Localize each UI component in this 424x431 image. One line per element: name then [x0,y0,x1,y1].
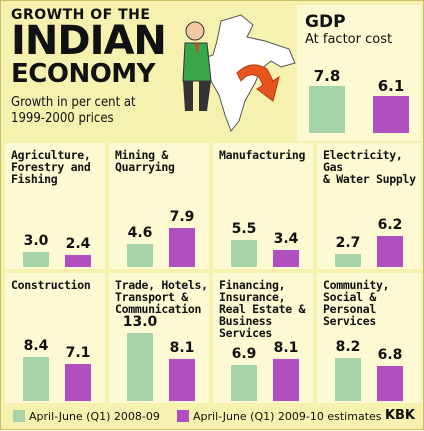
subtitle: Growth in per cent at 1999-2000 prices [11,95,136,126]
panel-sector-7: Financing, Insurance, Real Estate & Busines… [213,273,313,403]
panel-sector-8: Community, Social & Personal Services 8.2 6.… [317,273,421,403]
man-figure-icon [182,21,212,111]
panel-title-line: Manufacturing [219,148,306,162]
panel-title-line: Forestry and [11,160,91,174]
bar-2009-10 [273,358,299,401]
panel-title: Agriculture, Forestry and Fishing [11,148,91,186]
title-line-3: ECONOMY [11,59,156,89]
panel-title-line: Communication [115,302,202,316]
legend-swatch-series2 [177,410,189,422]
india-map-illustration [182,14,296,132]
credit: KBK [384,408,415,423]
bar-2008-09 [127,244,153,267]
bar-2008-09 [231,365,257,401]
panel-title-line: Electricity, Gas [323,148,403,174]
panel-title-line: Construction [11,278,91,292]
bar-2009-10 [65,255,91,267]
data-label: 6.1 [377,77,405,96]
panel-title-line: Services [323,314,376,328]
data-label: 2.7 [335,234,361,251]
panel-title-line: Business Services [219,314,272,340]
data-label: 8.1 [273,339,299,356]
panel-title-line: Fishing [11,172,58,186]
panel-gdp: GDP At factor cost 7.8 6.1 [297,5,421,141]
legend-label-series2: April-June (Q1) 2009-10 estimates [193,410,382,423]
trend-arrow-icon [236,64,280,102]
panel-title-line: Community, [323,278,390,292]
data-label: 6.8 [377,346,403,363]
panel-sector-3: Manufacturing 5.5 3.4 [213,143,313,269]
bar-2008-09 [335,358,361,401]
bar-2009-10 [169,227,195,267]
panel-title: Financing, Insurance, Real Estate & Busines… [219,279,313,339]
panel-sector-5: Construction 8.4 7.1 [5,273,105,403]
data-label: 8.4 [23,338,49,355]
data-label: 4.6 [127,225,153,241]
panel-title-line: & Water Supply [323,172,416,186]
bar-2008-09 [309,86,345,133]
data-label: 3.0 [23,233,49,249]
panel-sector-2: Mining & Quarrying 4.6 7.9 [109,143,209,269]
data-label: 13.0 [122,314,158,331]
bar-2008-09 [23,252,49,267]
data-label: 5.5 [231,220,257,237]
panel-title-line: Mining & [115,148,168,162]
data-label: 8.2 [335,339,361,356]
bar-2009-10 [377,365,403,401]
panel-title: Mining & Quarrying [115,149,175,173]
data-label: 7.8 [313,67,341,86]
panel-title-line: Insurance, [219,290,286,304]
panel-subtitle: At factor cost [305,32,393,47]
data-label: 8.1 [169,339,195,356]
data-label: 2.4 [65,236,91,252]
legend-label-series1: April-June (Q1) 2008-09 [29,410,160,423]
bar-2009-10 [373,96,409,133]
data-label: 7.1 [65,345,91,362]
panel-sector-1: Agriculture, Forestry and Fishing 3.0 2.4 [5,143,105,269]
panel-sector-4: Electricity, Gas & Water Supply 2.7 6.2 [317,143,421,269]
panel-sector-6: Trade, Hotels, Transport & Communication 13… [109,273,209,403]
panel-title: Construction [11,278,91,292]
bar-2008-09 [335,253,361,267]
panel-title: Manufacturing [219,149,305,161]
panel-title: GDP [305,12,346,32]
data-label: 6.2 [377,217,403,233]
bar-2009-10 [65,364,91,401]
data-label: 6.9 [231,346,257,363]
data-label: 7.9 [169,208,195,225]
panel-title-line: Trade, Hotels, [115,278,208,292]
panel-title: Electricity, Gas & Water Supply [323,149,421,185]
panel-title-line: Social & Personal [323,290,376,316]
data-label: 3.4 [273,231,299,247]
bar-2008-09 [127,333,153,401]
panel-title-line: Financing, [219,278,286,292]
panel-title-line: Quarrying [115,160,175,174]
bar-2009-10 [273,250,299,267]
legend: April-June (Q1) 2008-09 April-June (Q1) … [1,405,424,431]
bar-2008-09 [231,239,257,267]
bar-2009-10 [377,236,403,267]
panel-title: Community, Social & Personal Services [323,279,421,327]
bar-2008-09 [23,357,49,401]
panel-title-line: Transport & [115,290,188,304]
panel-title-line: Real Estate & [219,302,306,316]
panel-title-line: Agriculture, [11,148,91,162]
title-line-1: GROWTH OF THE [11,7,151,23]
bar-2009-10 [169,358,195,401]
legend-swatch-series1 [13,410,25,422]
title-line-2: INDIAN [11,18,167,64]
panel-title: Trade, Hotels, Transport & Communication [115,279,208,315]
